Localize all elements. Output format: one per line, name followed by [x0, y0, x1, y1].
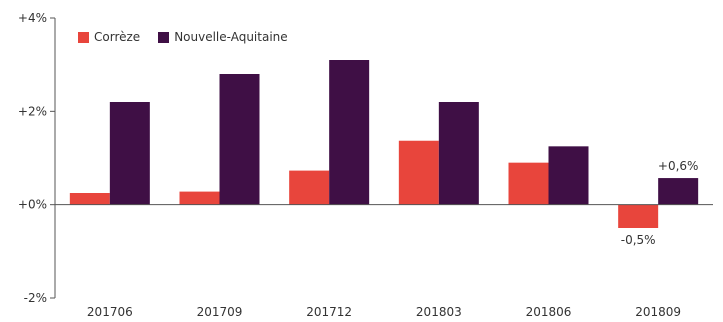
x-tick-label: 201706 [87, 305, 133, 319]
legend-label-nouvelle-aquitaine: Nouvelle-Aquitaine [174, 30, 288, 44]
bar-nouvelle-aquitaine-201803 [438, 102, 479, 205]
data-label: +0,6% [658, 159, 699, 173]
x-tick-label: 201709 [197, 305, 243, 319]
bar-nouvelle-aquitaine-201806 [548, 146, 589, 205]
legend: Corrèze Nouvelle-Aquitaine [78, 30, 306, 44]
x-tick-label: 201809 [635, 305, 681, 319]
bar-correze-201709 [179, 191, 220, 205]
legend-item-correze: Corrèze [78, 30, 140, 44]
legend-swatch-nouvelle-aquitaine [158, 31, 170, 43]
y-tick-label: +4% [18, 11, 47, 25]
x-tick-label: 201712 [306, 305, 352, 319]
legend-swatch-correze [78, 31, 89, 43]
bar-correze-201806 [508, 162, 549, 205]
bar-nouvelle-aquitaine-201709 [219, 74, 260, 205]
y-tick-label: +0% [18, 198, 47, 212]
legend-label-correze: Corrèze [94, 30, 141, 44]
x-tick-label: 201803 [416, 305, 462, 319]
bar-correze-201809 [618, 204, 659, 228]
y-tick-label: +2% [18, 104, 47, 118]
bar-nouvelle-aquitaine-201706 [109, 102, 150, 205]
bar-correze-201803 [398, 140, 439, 205]
legend-item-nouvelle-aquitaine: Nouvelle-Aquitaine [158, 30, 288, 44]
bar-nouvelle-aquitaine-201809 [658, 178, 699, 205]
data-label: -0,5% [621, 233, 656, 247]
bar-nouvelle-aquitaine-201712 [329, 60, 370, 205]
bar-correze-201712 [289, 170, 330, 205]
bar-correze-201706 [69, 193, 110, 205]
x-tick-label: 201806 [526, 305, 572, 319]
y-tick-label: -2% [24, 291, 47, 305]
